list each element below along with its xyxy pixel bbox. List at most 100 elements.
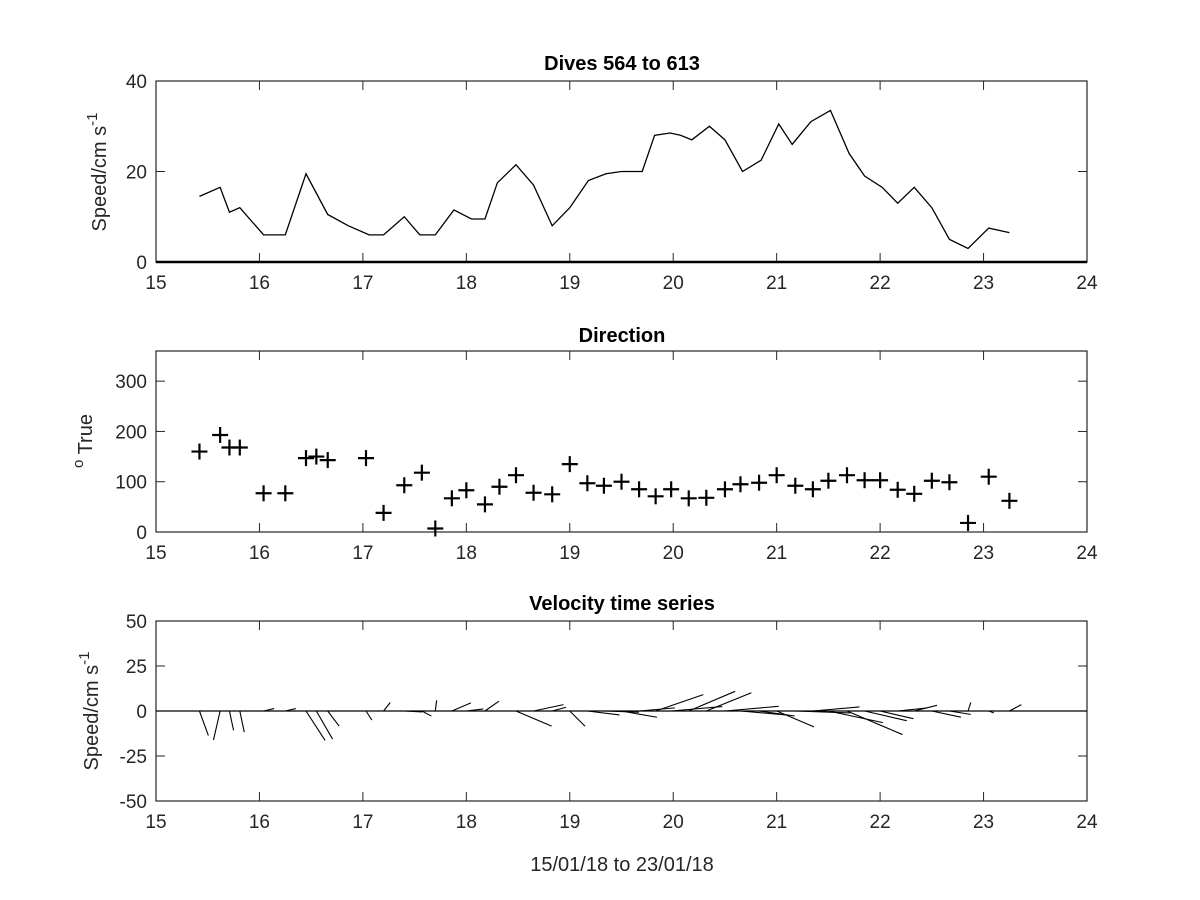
velocity-panel-ylabel: Speed/cm s-1	[76, 652, 103, 771]
velocity-stick	[879, 710, 914, 720]
direction-panel-xtick-label: 20	[663, 543, 684, 564]
direction-panel-xtick-label: 21	[766, 543, 787, 564]
direction-point	[923, 472, 940, 489]
speed-panel-xtick-label: 15	[145, 273, 166, 294]
direction-point	[396, 477, 413, 494]
speed-panel-xtick-label: 24	[1076, 273, 1098, 294]
direction-point	[804, 481, 821, 498]
direction-point	[906, 485, 923, 502]
velocity-panel-xtick-label: 23	[973, 812, 994, 833]
speed-panel-xtick-label: 20	[663, 273, 684, 294]
velocity-stick	[451, 702, 472, 712]
velocity-stick	[759, 710, 795, 717]
direction-panel-title: Direction	[579, 325, 666, 347]
direction-point	[889, 481, 906, 498]
direction-point	[663, 481, 680, 498]
velocity-stick	[552, 706, 567, 712]
velocity-stick	[466, 708, 484, 712]
velocity-panel-xtick-label: 18	[456, 812, 477, 833]
speed-panel: Dives 564 to 613 Speed/cm s-1 15 16 17 18 19…	[84, 53, 1098, 294]
direction-point	[872, 472, 889, 489]
direction-panel-xtick-label: 17	[352, 543, 373, 564]
direction-point	[277, 485, 294, 502]
direction-point	[476, 496, 493, 513]
velocity-stick	[587, 710, 620, 716]
speed-panel-xtick-label: 16	[249, 273, 270, 294]
direction-point	[631, 481, 648, 498]
velocity-stick	[988, 710, 994, 714]
velocity-stick	[327, 710, 340, 727]
direction-point	[579, 475, 596, 492]
velocity-stick	[655, 694, 704, 712]
direction-point	[357, 450, 374, 467]
velocity-stick	[198, 710, 209, 736]
speed-panel-xtick-label: 18	[456, 273, 477, 294]
speed-panel-xtick-label: 21	[766, 273, 787, 294]
velocity-stick	[305, 710, 326, 741]
velocity-panel: Velocity time series Speed/cm s-1 15/01/…	[76, 593, 1098, 876]
direction-point	[960, 514, 977, 531]
velocity-panel-title: Velocity time series	[529, 593, 715, 615]
direction-point	[443, 490, 460, 507]
speed-panel-xtick-label: 23	[973, 273, 994, 294]
speed-panel-ylabel-superscript: -1	[84, 113, 101, 126]
speed-panel-xtick-label: 22	[870, 273, 891, 294]
velocity-stick	[949, 710, 971, 715]
velocity-stick	[263, 708, 275, 712]
velocity-stick	[533, 704, 564, 712]
direction-panel-ytick-label: 200	[115, 422, 147, 443]
velocity-stick	[864, 710, 907, 722]
direction-point	[839, 467, 856, 484]
speed-panel-title: Dives 564 to 613	[544, 53, 700, 75]
direction-panel-xtick-label: 23	[973, 543, 994, 564]
velocity-panel-xtick-label: 22	[870, 812, 891, 833]
direction-point	[647, 488, 664, 505]
velocity-panel-xtick-label: 24	[1076, 812, 1098, 833]
direction-point	[319, 452, 336, 469]
velocity-panel-xtick-label: 16	[249, 812, 270, 833]
velocity-stick	[365, 710, 373, 721]
velocity-stick	[967, 702, 972, 712]
velocity-stick	[484, 700, 500, 712]
direction-point	[716, 481, 733, 498]
velocity-stick	[671, 705, 723, 712]
velocity-panel-ylabel-text: Speed/cm s	[81, 665, 103, 771]
velocity-panel-xtick-label: 21	[766, 812, 787, 833]
velocity-stick	[515, 710, 552, 727]
speed-panel-xtick-label: 19	[559, 273, 580, 294]
velocity-stick	[603, 710, 640, 713]
direction-panel-xtick-label: 18	[456, 543, 477, 564]
direction-point	[787, 477, 804, 494]
direction-panel-xtick-label: 15	[145, 543, 166, 564]
velocity-stick	[404, 710, 423, 713]
velocity-panel-ytick-label: 0	[136, 702, 147, 723]
velocity-stick	[421, 710, 432, 717]
direction-panel-ytick-label: 300	[115, 372, 147, 393]
direction-panel-xtick-label: 22	[870, 543, 891, 564]
velocity-stick	[795, 710, 851, 714]
velocity-stick	[897, 707, 928, 712]
velocity-panel-ytick-label: -50	[120, 792, 147, 813]
direction-point	[751, 474, 768, 491]
velocity-stick	[639, 707, 675, 712]
velocity-stick	[315, 710, 334, 740]
direction-point	[941, 474, 958, 491]
speed-panel-ylabel: Speed/cm s-1	[84, 113, 111, 232]
velocity-stick	[1009, 704, 1022, 712]
velocity-panel-xtick-label: 15	[145, 812, 166, 833]
velocity-stick	[914, 704, 938, 712]
velocity-stick	[846, 710, 903, 736]
direction-point	[561, 456, 578, 473]
direction-panel-ylabel-main: True	[75, 414, 97, 454]
direction-point	[680, 490, 697, 507]
direction-point	[820, 472, 837, 489]
speed-panel-ytick-label: 0	[136, 253, 147, 274]
direction-panel-xtick-label: 24	[1076, 543, 1098, 564]
velocity-panel-ytick-label: 25	[126, 657, 147, 678]
direction-point	[231, 439, 248, 456]
direction-panel-ylabel-prefix: o	[70, 460, 87, 468]
velocity-stick	[569, 710, 586, 727]
direction-point	[191, 443, 208, 460]
direction-point	[427, 520, 444, 537]
